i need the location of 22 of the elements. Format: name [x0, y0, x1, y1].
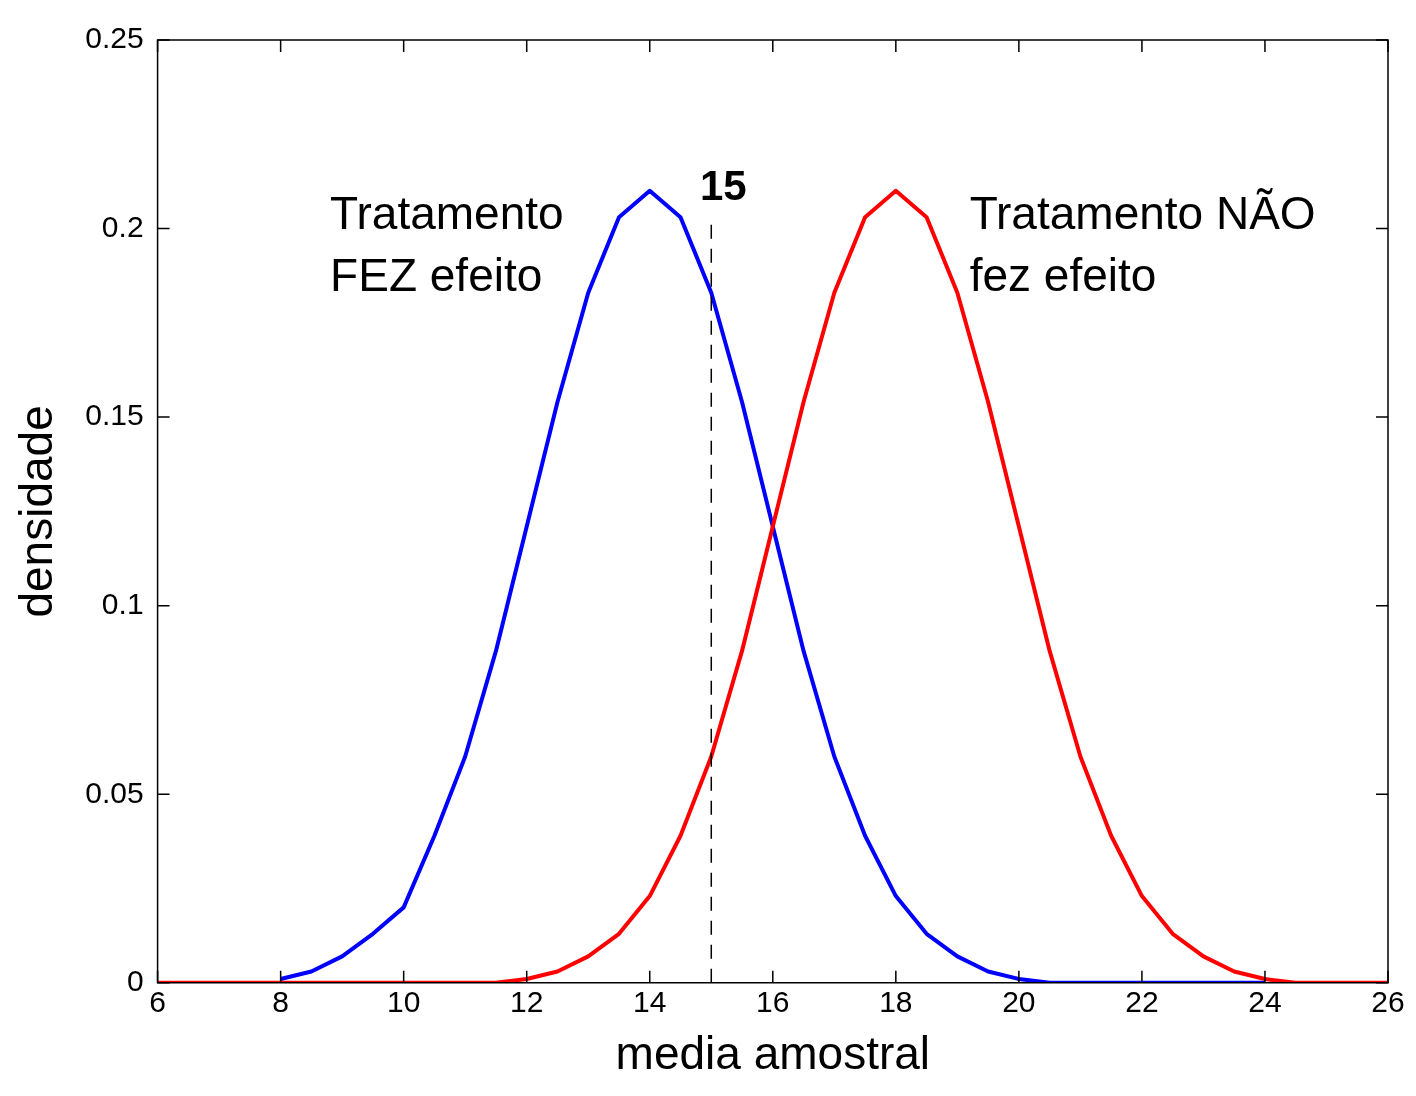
x-tick-label: 10 — [386, 985, 421, 1019]
x-tick-label: 20 — [1002, 985, 1036, 1019]
x-tick-label: 12 — [510, 985, 544, 1019]
ref-line-label: 15 — [699, 162, 747, 210]
x-tick-label: 8 — [272, 985, 289, 1019]
x-tick-label: 24 — [1248, 985, 1282, 1019]
y-axis-title: densidade — [10, 405, 63, 618]
x-tick-label: 18 — [879, 985, 913, 1019]
y-tick-label: 0.15 — [85, 398, 144, 432]
y-tick-label: 0.05 — [85, 775, 144, 809]
y-tick-label: 0.2 — [101, 209, 144, 243]
annotation: Tratamento FEZ efeito — [330, 186, 564, 301]
x-tick-label: 16 — [756, 985, 790, 1019]
x-tick-label: 6 — [149, 985, 166, 1019]
y-tick-label: 0.1 — [101, 586, 144, 620]
x-tick-label: 22 — [1125, 985, 1159, 1019]
x-tick-label: 14 — [633, 985, 667, 1019]
x-axis-title: media amostral — [615, 1027, 931, 1080]
annotation: Tratamento NÃO fez efeito — [969, 186, 1316, 301]
y-tick-label: 0 — [126, 964, 144, 998]
x-tick-label: 26 — [1371, 985, 1405, 1019]
y-tick-label: 0.25 — [85, 21, 144, 55]
